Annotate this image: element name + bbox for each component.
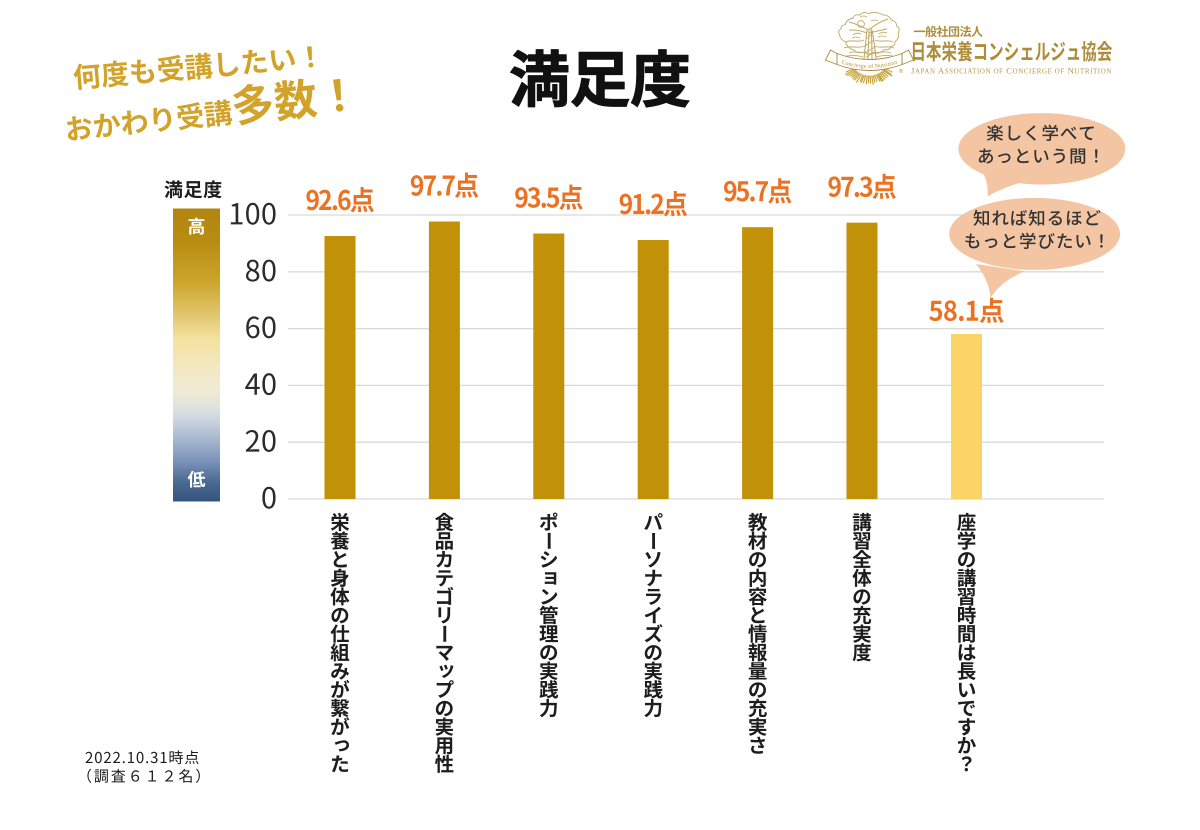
svg-text:®: ® [899,68,903,75]
svg-text:JAPAN ASSOCIATION OF CONCIERGE: JAPAN ASSOCIATION OF CONCIERGE OF NUTRIT… [911,66,1112,76]
svg-text:Concierge of Nutrition: Concierge of Nutrition [841,60,898,70]
